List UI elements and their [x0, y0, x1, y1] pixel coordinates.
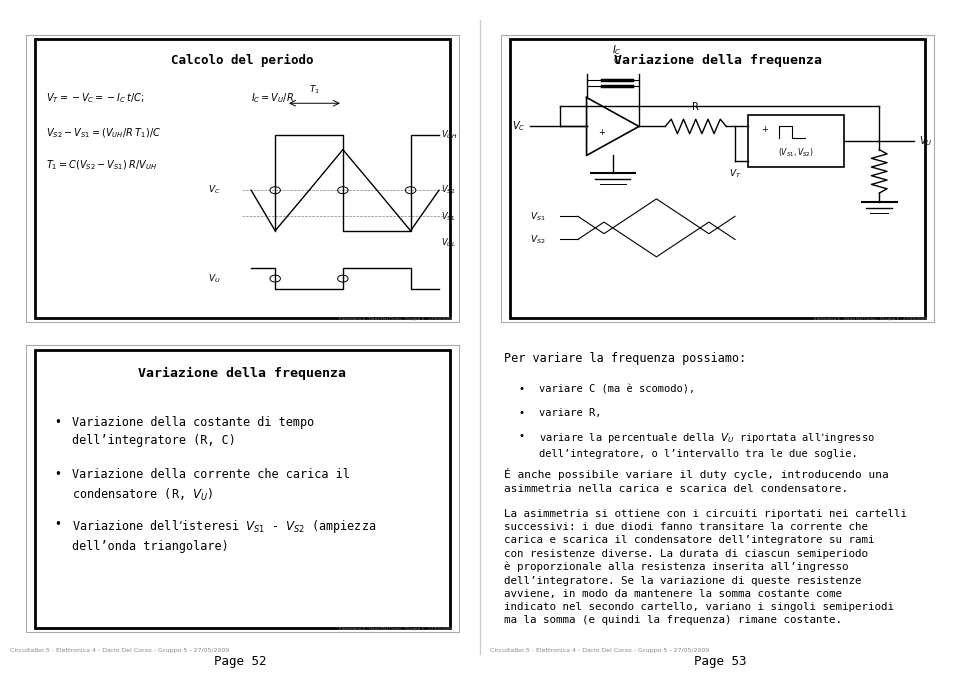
Text: $V_{S2}$: $V_{S2}$ — [530, 233, 545, 246]
Text: $V_U$: $V_U$ — [919, 134, 932, 148]
FancyBboxPatch shape — [35, 40, 450, 317]
Text: $V_T$: $V_T$ — [729, 167, 741, 179]
Text: R: R — [692, 102, 699, 112]
Text: $V_T = -V_C = -I_C\,t/C;$: $V_T = -V_C = -I_C\,t/C;$ — [46, 92, 144, 105]
Text: $(V_{S1},V_{S2})$: $(V_{S1},V_{S2})$ — [779, 146, 814, 158]
FancyBboxPatch shape — [35, 350, 450, 627]
Text: Elettronica 4 - Dario Del Corso - Gruppo 5 - 27/05/2009: Elettronica 4 - Dario Del Corso - Gruppo… — [814, 317, 927, 321]
Text: Variazione della frequenza: Variazione della frequenza — [138, 367, 347, 380]
Text: $V_U$: $V_U$ — [208, 272, 221, 285]
Text: $V_{S2} - V_{S1} = (V_{UH}/R\;T_1)/C$: $V_{S2} - V_{S1} = (V_{UH}/R\;T_1)/C$ — [46, 127, 161, 140]
Text: La asimmetria si ottiene con i circuiti riportati nei cartelli
successivi: i due: La asimmetria si ottiene con i circuiti … — [504, 509, 906, 625]
Text: Elettronica 4 - Dario Del Corso - Gruppo 5 - 27/05/2009: Elettronica 4 - Dario Del Corso - Gruppo… — [339, 317, 452, 321]
Text: $T_1$: $T_1$ — [309, 84, 320, 96]
Text: $V_{S1}$: $V_{S1}$ — [442, 210, 456, 222]
Text: •: • — [55, 416, 61, 429]
FancyBboxPatch shape — [26, 35, 459, 322]
Text: •: • — [518, 431, 524, 441]
Text: variare C (ma è scomodo),: variare C (ma è scomodo), — [539, 384, 695, 394]
Text: •: • — [518, 384, 524, 394]
Text: •: • — [55, 468, 61, 481]
Text: Variazione della corrente che carica il
condensatore (R, $V_U$): Variazione della corrente che carica il … — [72, 468, 350, 503]
FancyBboxPatch shape — [26, 345, 459, 632]
Text: •: • — [518, 408, 524, 417]
Text: $V_C$: $V_C$ — [208, 184, 221, 196]
Text: Variazione dell’isteresi $V_{S1}$ - $V_{S2}$ (ampiezza
dell’onda triangolare): Variazione dell’isteresi $V_{S1}$ - $V_{… — [72, 518, 376, 553]
Text: $+$: $+$ — [598, 127, 606, 137]
Text: Circuitalbo 5 - Elettronica 4 - Dario Del Corso - Gruppo 5 - 27/05/2009: Circuitalbo 5 - Elettronica 4 - Dario De… — [10, 648, 228, 653]
Text: $I_C = V_U /R$: $I_C = V_U /R$ — [252, 92, 294, 105]
Text: Per variare la frequenza possiamo:: Per variare la frequenza possiamo: — [504, 353, 746, 365]
Text: $V_{S2}$: $V_{S2}$ — [442, 184, 456, 196]
Text: $I_C$: $I_C$ — [612, 43, 622, 57]
Text: $V_{S1}$: $V_{S1}$ — [530, 210, 545, 222]
Text: Page 53: Page 53 — [694, 655, 746, 669]
Text: Calcolo del periodo: Calcolo del periodo — [171, 54, 314, 67]
Text: Elettronica 4 - Dario Del Corso - Gruppo 5 - 27/05/2009: Elettronica 4 - Dario Del Corso - Gruppo… — [339, 627, 452, 631]
Text: Variazione della frequenza: Variazione della frequenza — [613, 54, 822, 67]
Bar — [748, 115, 844, 167]
Text: $V_{UL}$: $V_{UL}$ — [442, 236, 456, 249]
Text: C: C — [613, 55, 620, 65]
Text: É anche possibile variare il duty cycle, introducendo una
asimmetria nella caric: É anche possibile variare il duty cycle,… — [504, 468, 888, 493]
Text: variare la percentuale della $V_U$ riportata all’ingresso
dell’integratore, o l’: variare la percentuale della $V_U$ ripor… — [539, 431, 875, 459]
Text: •: • — [55, 518, 61, 530]
Text: Circuitalbo 5 - Elettronica 4 - Dario Del Corso - Gruppo 5 - 27/05/2009: Circuitalbo 5 - Elettronica 4 - Dario De… — [490, 648, 708, 653]
Text: Variazione della costante di tempo
dell’integratore (R, C): Variazione della costante di tempo dell’… — [72, 416, 314, 447]
Text: $V_{UH}$: $V_{UH}$ — [442, 129, 457, 142]
FancyBboxPatch shape — [510, 40, 925, 317]
Text: $+$: $+$ — [761, 125, 769, 134]
Text: variare R,: variare R, — [539, 408, 601, 417]
Text: Page 52: Page 52 — [214, 655, 266, 669]
Text: $T_1 = C(V_{S2} - V_{S1})\;R/V_{UH}$: $T_1 = C(V_{S2} - V_{S1})\;R/V_{UH}$ — [46, 158, 157, 172]
FancyBboxPatch shape — [501, 35, 934, 322]
Text: $V_C$: $V_C$ — [512, 119, 525, 133]
